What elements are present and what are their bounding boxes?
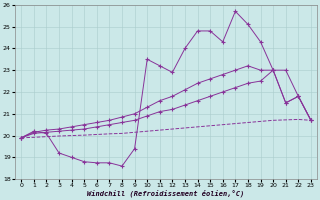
X-axis label: Windchill (Refroidissement éolien,°C): Windchill (Refroidissement éolien,°C) xyxy=(87,190,245,197)
